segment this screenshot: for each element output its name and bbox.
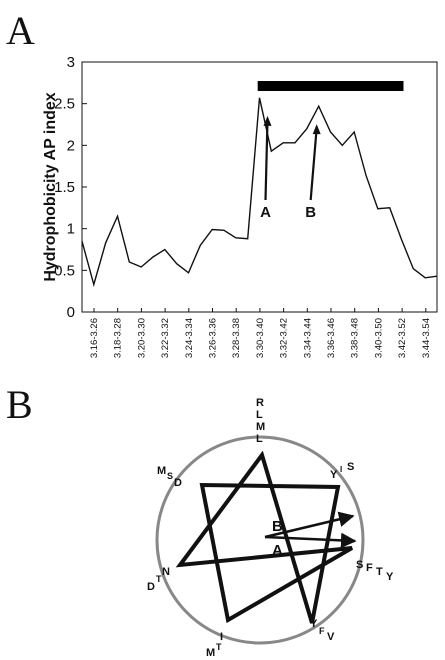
residue: F xyxy=(319,626,325,636)
arrow-label-b: B xyxy=(272,518,283,535)
residues-lower-right: Y F V xyxy=(310,618,335,643)
annotation-arrowhead xyxy=(312,124,321,135)
x-tick-label: 3.30-3.40 xyxy=(255,318,266,358)
series-line xyxy=(81,97,438,288)
annotation-label: B xyxy=(305,204,316,221)
y-tick-label: 2 xyxy=(67,137,75,154)
y-tick-label: 0.5 xyxy=(54,262,75,279)
hydrophobicity-chart: 0 0.5 1 1.5 2 2.5 3 3.16-3.26 3.18-3.28 3.20-3.3… xyxy=(42,54,438,358)
moment-arrow-a xyxy=(264,532,357,549)
x-tick-label: 3.40-3.50 xyxy=(373,318,384,358)
residue: I xyxy=(220,631,223,643)
residue: L xyxy=(256,409,263,421)
y-tick-label: 3 xyxy=(67,54,75,71)
panel-b-label: B xyxy=(6,382,33,427)
residue: N xyxy=(162,566,170,578)
residues-upper-right: Y I S xyxy=(330,461,354,481)
y-tick-label: 2.5 xyxy=(54,96,75,113)
annotation-label: A xyxy=(260,204,271,221)
x-tick-label: 3.18-3.28 xyxy=(113,318,124,358)
residues-left: D T N xyxy=(147,566,170,593)
annotation-arrow xyxy=(309,128,318,201)
residue: S xyxy=(347,461,354,473)
moment-arrow-b xyxy=(264,511,355,539)
y-axis-label: Hydrophobicity AP index xyxy=(42,92,59,281)
x-axis: 3.16-3.26 3.18-3.28 3.20-3.30 3.22-3.32 3.24… xyxy=(89,308,432,358)
residues-upper-left: M S D xyxy=(157,465,182,489)
residue: I xyxy=(340,465,342,474)
residue: T xyxy=(376,566,383,578)
residue: S xyxy=(356,559,363,571)
residues-bottom: M T I xyxy=(206,631,223,659)
x-tick-label: 3.24-3.34 xyxy=(184,318,195,358)
residue: D xyxy=(174,477,182,489)
x-tick-label: 3.16-3.26 xyxy=(89,318,100,358)
residue: V xyxy=(327,631,335,643)
residue: Y xyxy=(310,618,318,630)
arrow-label-a: A xyxy=(272,542,283,559)
residue: T xyxy=(216,642,222,652)
residue: S xyxy=(167,471,173,481)
residue: F xyxy=(366,562,373,574)
residues-right: S F T Y xyxy=(356,559,394,583)
x-tick-label: 3.20-3.30 xyxy=(136,318,147,358)
x-tick-label: 3.44-3.54 xyxy=(421,318,432,358)
annotation-arrowhead xyxy=(263,115,272,126)
x-tick-label: 3.32-3.42 xyxy=(279,318,290,358)
wheel-circle xyxy=(155,435,365,645)
x-tick-label: 3.42-3.52 xyxy=(397,318,408,358)
annotation-arrow xyxy=(264,119,269,201)
residues-top: R L M L xyxy=(256,397,265,445)
helical-wheel: B A R L M L Y I S S F T Y Y F V M T I xyxy=(147,397,394,659)
residue: R xyxy=(256,397,264,409)
y-tick-label: 0 xyxy=(67,304,75,321)
x-tick-label: 3.36-3.46 xyxy=(326,318,337,358)
residue: Y xyxy=(330,469,338,481)
residue: D xyxy=(147,581,155,593)
heptad-star xyxy=(175,450,354,624)
x-tick-label: 3.22-3.32 xyxy=(160,318,171,358)
residue: Y xyxy=(386,571,394,583)
x-tick-label: 3.38-3.48 xyxy=(350,318,361,358)
y-tick-label: 1.5 xyxy=(54,179,75,196)
y-axis: 0 0.5 1 1.5 2 2.5 3 xyxy=(54,54,87,321)
y-tick-label: 1 xyxy=(67,221,75,238)
residue: L xyxy=(256,433,263,445)
residue: M xyxy=(206,647,215,659)
x-tick-label: 3.34-3.44 xyxy=(302,318,313,358)
residue: M xyxy=(256,421,265,433)
residue: M xyxy=(157,465,166,477)
x-tick-label: 3.28-3.38 xyxy=(231,318,242,358)
x-tick-label: 3.26-3.36 xyxy=(208,318,219,358)
panel-a-label: A xyxy=(6,8,35,53)
region-bar xyxy=(257,81,404,91)
residue: T xyxy=(156,574,162,584)
